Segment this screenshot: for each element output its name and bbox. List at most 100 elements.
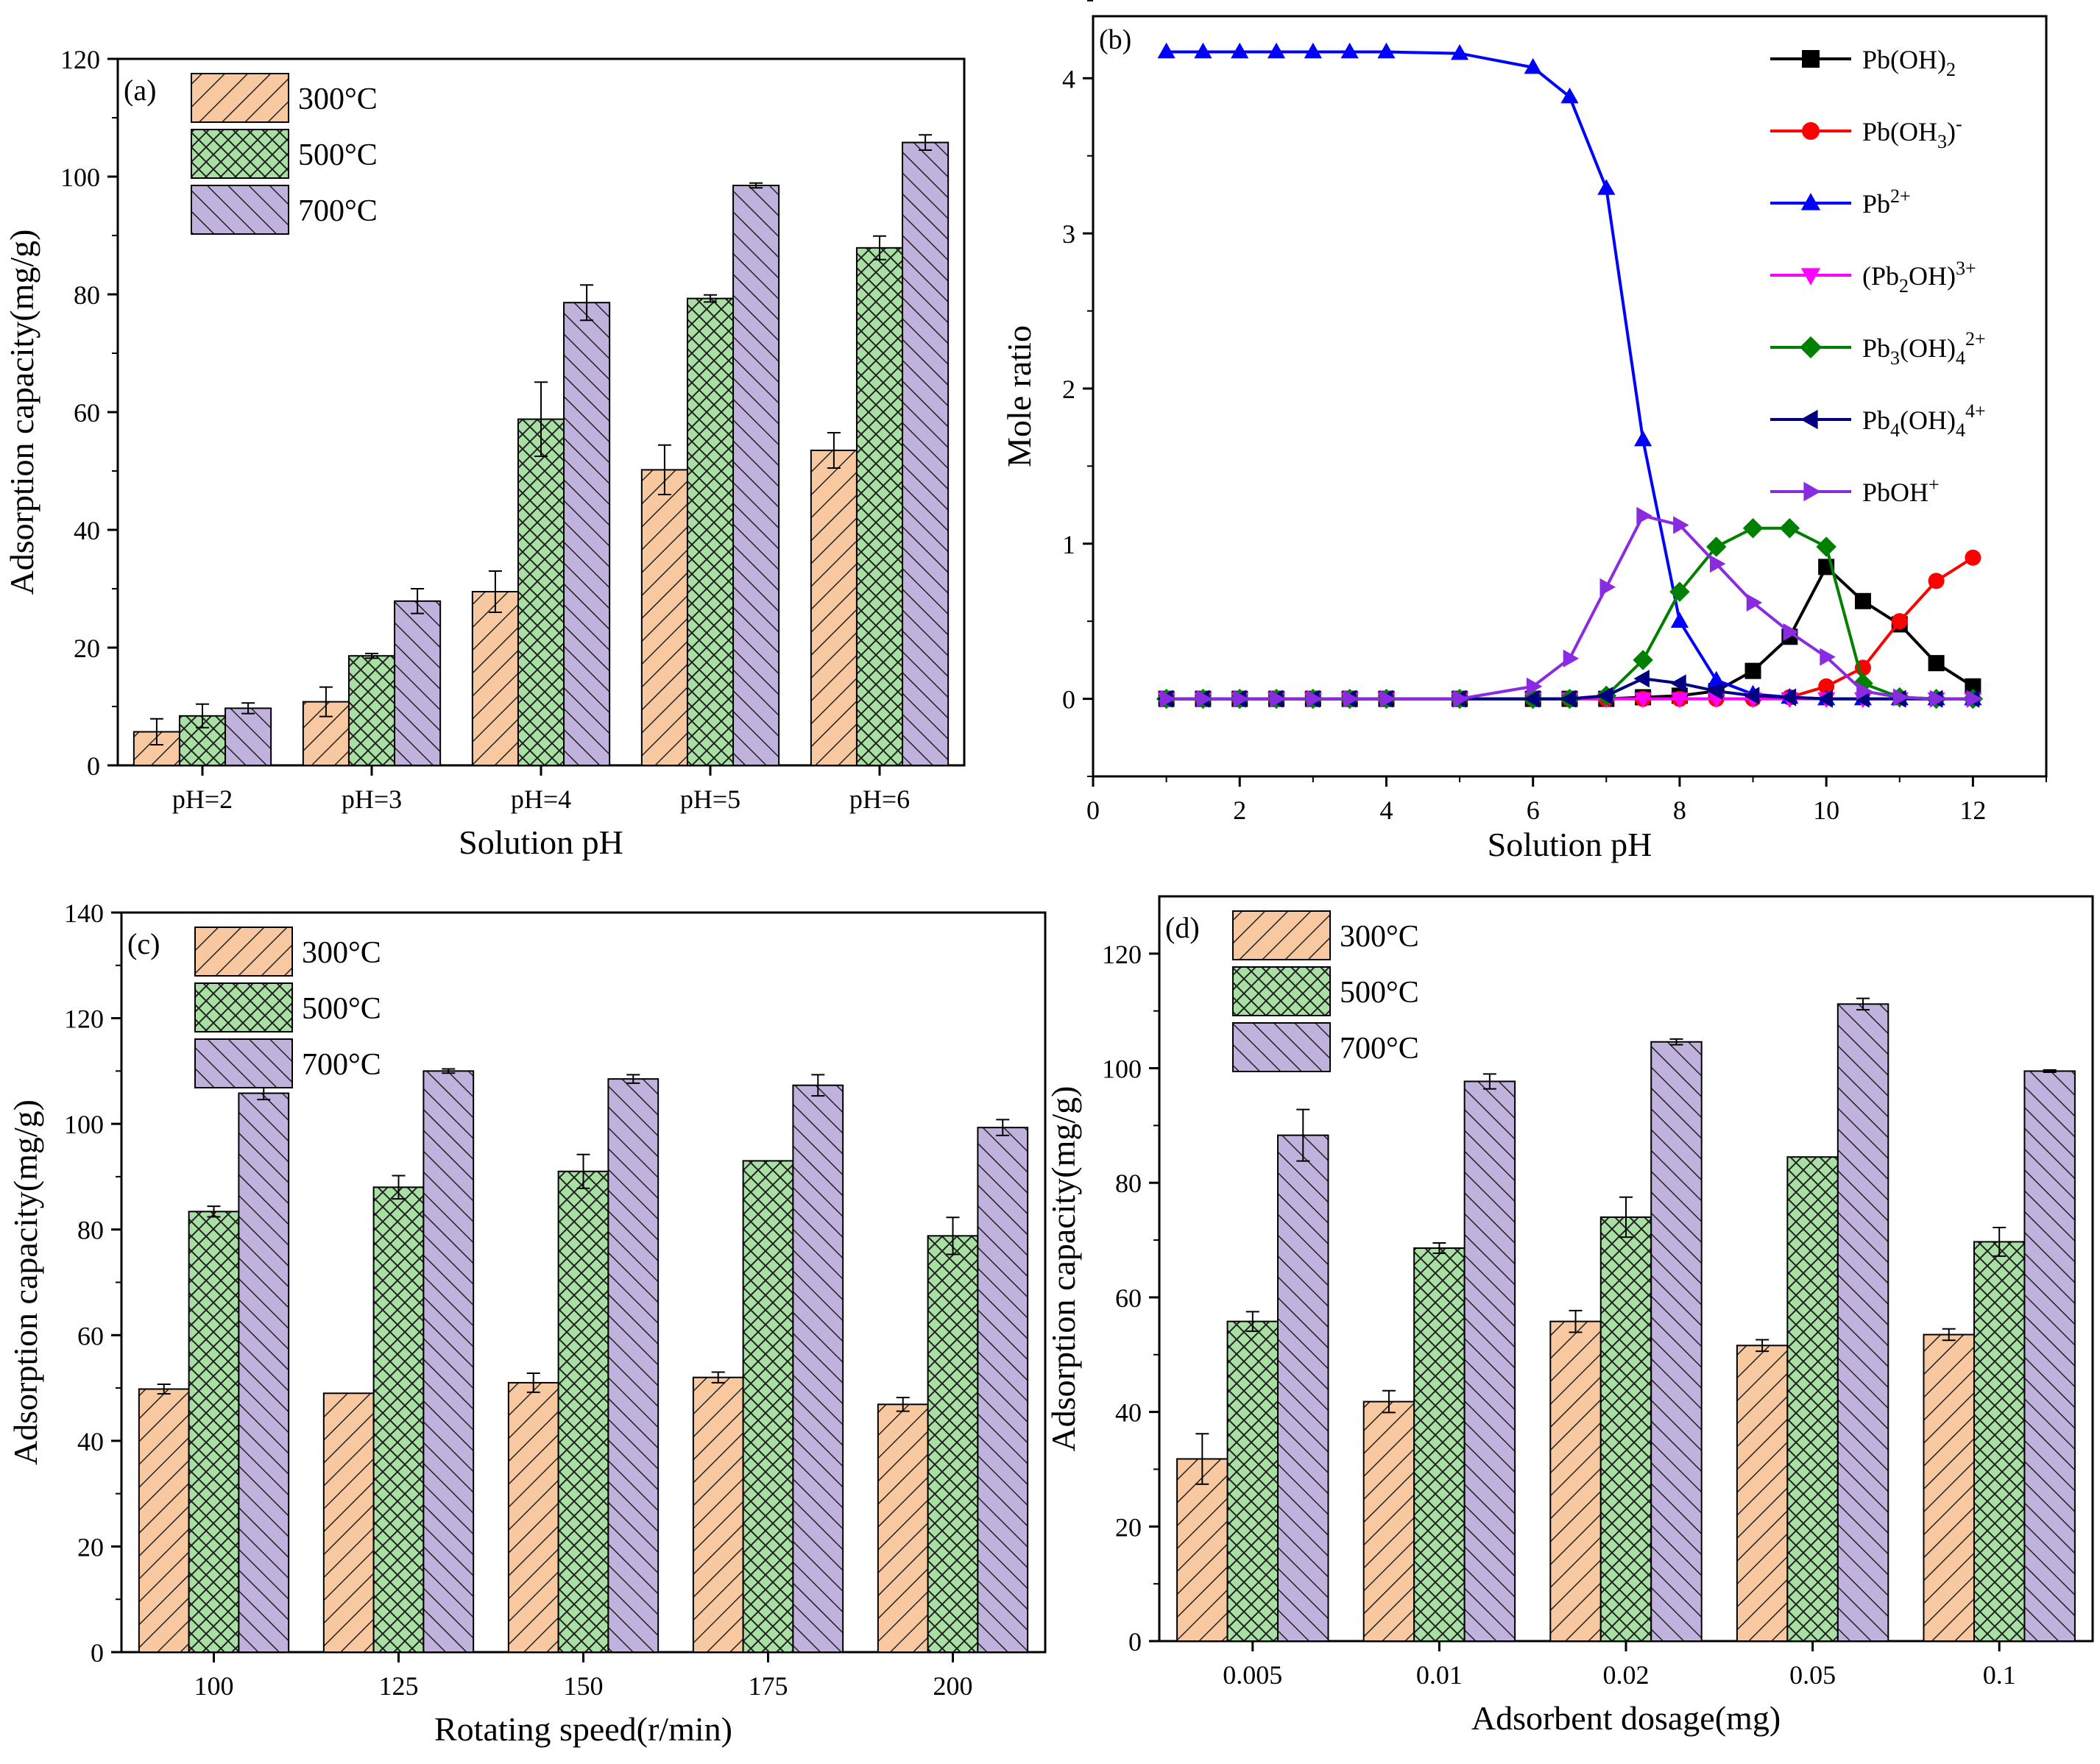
bar bbox=[2023, 1070, 2076, 1642]
y-axis-label: Adsorption capacity(mg/g) bbox=[1044, 1086, 1082, 1452]
bar bbox=[1786, 1156, 1839, 1642]
legend-subscript: 4 bbox=[1956, 419, 1965, 441]
legend-label: 300°C bbox=[298, 82, 378, 116]
x-tick-label: 0.05 bbox=[1789, 1660, 1836, 1690]
legend-superscript: - bbox=[1956, 113, 1962, 135]
bar bbox=[732, 185, 780, 766]
bar bbox=[1973, 1241, 2026, 1643]
legend-label: 500°C bbox=[302, 992, 381, 1026]
panel-label: (d) bbox=[1165, 911, 1200, 944]
bar bbox=[927, 1235, 979, 1654]
legend-text: (Pb bbox=[1862, 261, 1899, 291]
marker bbox=[1929, 690, 1946, 708]
bar bbox=[977, 1127, 1029, 1653]
marker bbox=[1966, 690, 1983, 708]
legend-swatch bbox=[194, 927, 293, 977]
marker bbox=[1560, 87, 1579, 104]
marker bbox=[1816, 536, 1836, 557]
legend-text: Pb bbox=[1862, 189, 1890, 219]
marker bbox=[1670, 674, 1686, 693]
x-tick-label: 10 bbox=[1813, 796, 1839, 825]
bar bbox=[517, 418, 565, 766]
legend-subscript: 2 bbox=[1946, 59, 1956, 80]
legend-label: Pb(OH)2 bbox=[1862, 45, 1956, 80]
bar bbox=[471, 591, 519, 766]
y-axis-label: Adsorption capacity(mg/g) bbox=[3, 230, 40, 595]
bar bbox=[792, 1084, 844, 1653]
bar bbox=[1277, 1134, 1329, 1642]
marker bbox=[1783, 623, 1799, 642]
y-tick-label: 100 bbox=[60, 163, 100, 192]
marker bbox=[1707, 670, 1725, 687]
marker bbox=[1343, 690, 1360, 708]
y-tick-label: 20 bbox=[1115, 1512, 1142, 1542]
bar bbox=[692, 1376, 744, 1653]
legend-superscript: 2+ bbox=[1965, 328, 1986, 350]
x-axis-label: Rotating speed(r/min) bbox=[434, 1710, 732, 1748]
marker bbox=[1965, 678, 1981, 695]
marker bbox=[1563, 649, 1580, 667]
bar bbox=[1463, 1080, 1516, 1643]
marker bbox=[1157, 42, 1175, 59]
bar bbox=[1599, 1216, 1652, 1642]
marker bbox=[1803, 481, 1821, 502]
legend-swatch bbox=[191, 129, 289, 179]
x-tick-label: 175 bbox=[749, 1671, 788, 1701]
legend-label: Pb(OH3)- bbox=[1862, 113, 1962, 152]
bar bbox=[372, 1186, 425, 1654]
marker bbox=[1856, 681, 1873, 701]
marker bbox=[1802, 50, 1820, 68]
marker bbox=[1231, 42, 1249, 59]
legend-text: ) bbox=[1947, 117, 1956, 146]
bar bbox=[742, 1160, 794, 1653]
marker bbox=[1742, 517, 1764, 539]
x-tick-label: 100 bbox=[194, 1671, 234, 1701]
marker bbox=[1669, 581, 1690, 602]
bar bbox=[1362, 1400, 1415, 1642]
panel-d: 0 20 40 60 80 100 120 0.005 0.01 0.02 0.05 0.1 Adsor… bbox=[1044, 895, 2094, 1737]
y-tick-label: 3 bbox=[1062, 219, 1075, 249]
marker bbox=[1633, 650, 1653, 670]
bar bbox=[138, 1388, 190, 1654]
marker bbox=[1779, 517, 1800, 539]
marker bbox=[1633, 670, 1650, 688]
marker bbox=[1800, 193, 1821, 210]
legend-subscript: 3 bbox=[1890, 347, 1900, 369]
marker bbox=[1453, 690, 1469, 708]
x-axis-label: Adsorbent dosage(mg) bbox=[1471, 1699, 1781, 1737]
bar bbox=[1549, 1320, 1602, 1642]
legend-text: Pb(OH bbox=[1862, 117, 1937, 146]
legend-text: Pb(OH) bbox=[1862, 45, 1946, 74]
legend-label: PbOH+ bbox=[1862, 474, 1940, 507]
bar bbox=[686, 297, 735, 767]
bar bbox=[1923, 1333, 1975, 1642]
legend-superscript: 3+ bbox=[1956, 258, 1976, 279]
bar bbox=[225, 707, 272, 767]
y-tick-label: 20 bbox=[74, 634, 100, 663]
marker bbox=[1709, 555, 1726, 573]
y-axis-label: Mole ratio bbox=[1000, 325, 1038, 467]
legend-swatch bbox=[1232, 966, 1331, 1016]
x-axis-label: Solution pH bbox=[459, 823, 623, 861]
marker bbox=[1233, 690, 1249, 708]
marker bbox=[1159, 690, 1176, 708]
series-line bbox=[1166, 514, 1973, 701]
marker bbox=[1196, 690, 1213, 708]
y-tick-label: 120 bbox=[64, 1005, 104, 1034]
bar bbox=[902, 141, 950, 767]
bar bbox=[563, 302, 611, 766]
marker bbox=[1670, 612, 1689, 628]
marker bbox=[1673, 516, 1689, 534]
y-tick-label: 120 bbox=[60, 45, 100, 74]
x-tick-label: pH=4 bbox=[511, 784, 571, 814]
marker bbox=[1634, 430, 1652, 447]
marker bbox=[1379, 690, 1396, 708]
bar bbox=[1836, 1003, 1889, 1643]
x-tick-label: 150 bbox=[564, 1671, 604, 1701]
y-tick-label: 100 bbox=[64, 1110, 104, 1139]
legend-label: 700°C bbox=[298, 194, 378, 228]
marker bbox=[1802, 122, 1820, 140]
legend-subscript: 4 bbox=[1890, 419, 1900, 441]
bar bbox=[607, 1078, 660, 1653]
legend-label: (Pb2OH)3+ bbox=[1862, 258, 1976, 297]
